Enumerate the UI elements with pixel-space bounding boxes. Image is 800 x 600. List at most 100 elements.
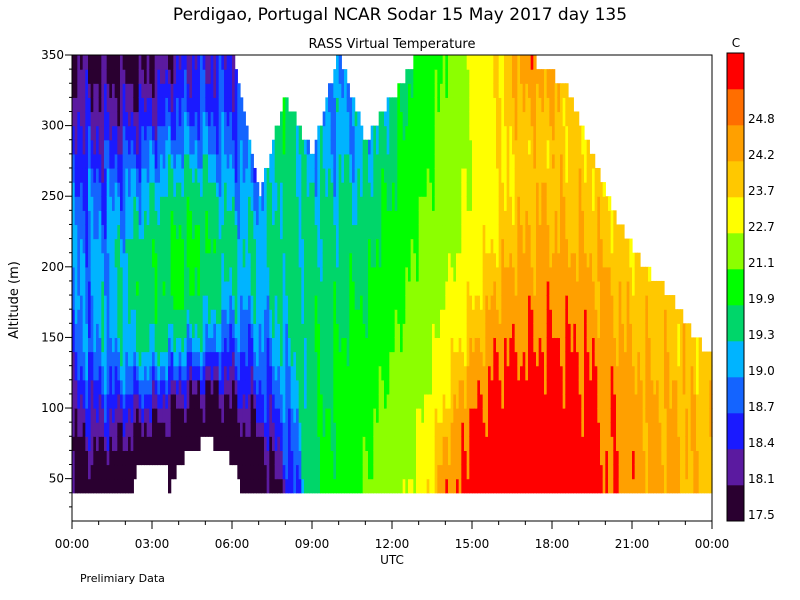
heatmap-cell — [314, 337, 318, 353]
heatmap-cell — [469, 182, 473, 197]
heatmap-cell — [498, 408, 502, 423]
heatmap-cell — [501, 139, 505, 155]
heatmap-cell — [106, 210, 110, 226]
heatmap-cell — [424, 464, 428, 480]
heatmap-cell — [288, 436, 292, 451]
heatmap-cell — [488, 182, 492, 197]
heatmap-cell — [517, 125, 521, 141]
heatmap-cell — [378, 450, 382, 466]
heatmap-cell — [144, 280, 148, 296]
heatmap-cell — [240, 464, 244, 480]
heatmap-cell — [408, 111, 412, 127]
heatmap-cell — [205, 125, 209, 141]
heatmap-cell — [176, 266, 180, 282]
heatmap-cell — [312, 379, 316, 395]
heatmap-cell — [522, 83, 526, 98]
heatmap-cell — [160, 379, 164, 395]
heatmap-cell — [72, 167, 76, 183]
heatmap-cell — [128, 351, 132, 367]
heatmap-cell — [402, 224, 406, 240]
heatmap-cell — [277, 295, 281, 310]
heatmap-cell — [490, 55, 494, 70]
heatmap-cell — [314, 238, 318, 254]
heatmap-cell — [368, 295, 372, 310]
heatmap-cell — [418, 436, 422, 451]
heatmap-cell — [354, 436, 358, 451]
heatmap-cell — [314, 408, 318, 423]
heatmap-cell — [365, 224, 369, 240]
heatmap-cell — [349, 295, 353, 310]
heatmap-cell — [320, 337, 324, 353]
heatmap-cell — [344, 69, 348, 84]
heatmap-cell — [442, 238, 446, 254]
heatmap-cell — [360, 436, 364, 451]
heatmap-cell — [282, 351, 286, 367]
heatmap-cell — [272, 478, 276, 494]
chart-subtitle: RASS Virtual Temperature — [309, 37, 476, 52]
heatmap-cell — [354, 393, 358, 409]
heatmap-cell — [261, 450, 265, 466]
heatmap-cell — [450, 422, 454, 437]
heatmap-cell — [506, 309, 510, 324]
heatmap-cell — [432, 295, 436, 310]
heatmap-cell — [384, 464, 388, 480]
heatmap-cell — [458, 238, 462, 254]
heatmap-cell — [74, 196, 78, 211]
heatmap-cell — [514, 55, 518, 70]
heatmap-cell — [133, 125, 137, 141]
heatmap-cell — [386, 97, 390, 113]
heatmap-cell — [82, 69, 86, 84]
heatmap-cell — [304, 408, 308, 423]
heatmap-cell — [189, 55, 193, 70]
heatmap-cell — [192, 266, 196, 282]
heatmap-cell — [104, 450, 108, 466]
heatmap-cell — [125, 351, 129, 367]
heatmap-cell — [256, 210, 260, 226]
heatmap-cell — [96, 224, 100, 240]
heatmap-cell — [474, 309, 478, 324]
heatmap-cell — [194, 210, 198, 226]
heatmap-cell — [458, 167, 462, 183]
heatmap-cell — [266, 224, 270, 240]
heatmap-cell — [101, 337, 105, 353]
heatmap-cell — [330, 478, 334, 494]
heatmap-cell — [152, 238, 156, 254]
heatmap-cell — [138, 238, 142, 254]
heatmap-cell — [389, 153, 393, 169]
heatmap-cell — [106, 69, 110, 84]
heatmap-cell — [528, 337, 532, 353]
heatmap-cell — [381, 351, 385, 367]
heatmap-cell — [197, 379, 201, 395]
heatmap-cell — [74, 478, 78, 494]
heatmap-cell — [114, 478, 118, 494]
heatmap-cell — [261, 379, 265, 395]
heatmap-cell — [344, 280, 348, 296]
heatmap-cell — [442, 393, 446, 409]
heatmap-cell — [466, 210, 470, 226]
heatmap-cell — [472, 379, 476, 395]
heatmap-cell — [474, 210, 478, 226]
heatmap-cell — [456, 224, 460, 240]
heatmap-cell — [194, 196, 198, 211]
heatmap-cell — [509, 393, 513, 409]
heatmap-cell — [101, 252, 105, 268]
heatmap-cell — [432, 266, 436, 282]
heatmap-cell — [498, 450, 502, 466]
heatmap-cell — [354, 422, 358, 437]
heatmap-cell — [98, 69, 102, 84]
heatmap-cell — [376, 167, 380, 183]
heatmap-cell — [520, 422, 524, 437]
heatmap-cell — [282, 167, 286, 183]
heatmap-cell — [341, 478, 345, 494]
heatmap-cell — [357, 167, 361, 183]
heatmap-cell — [485, 252, 489, 268]
heatmap-cell — [184, 83, 188, 98]
heatmap-cell — [434, 111, 438, 127]
heatmap-cell — [480, 295, 484, 310]
heatmap-cell — [274, 125, 278, 141]
heatmap-cell — [482, 280, 486, 296]
heatmap-cell — [168, 196, 172, 211]
heatmap-cell — [341, 450, 345, 466]
heatmap-cell — [346, 337, 350, 353]
heatmap-cell — [88, 365, 92, 381]
